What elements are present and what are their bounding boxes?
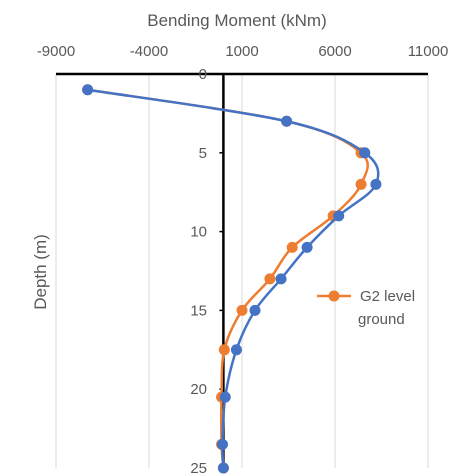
tick-labels: -9000 -4000 1000 6000 11000 0 5 10 15 20 25 (37, 43, 448, 474)
x-tick-label-3: 6000 (318, 43, 351, 60)
x-tick-label-1: -4000 (130, 43, 168, 60)
data-point-s1-8 (230, 344, 242, 356)
data-point-s1-1 (281, 115, 293, 127)
gridlines (55, 74, 429, 468)
data-point-s1-10 (216, 438, 228, 450)
data-point-s1-4 (333, 210, 345, 222)
data-point-s0-5 (286, 241, 298, 253)
data-point-s0-3 (355, 178, 367, 190)
series-group (82, 84, 382, 474)
legend-label-line-1: ground (358, 311, 405, 328)
y-tick-label-5: 25 (190, 460, 207, 474)
y-tick-label-2: 10 (190, 224, 207, 241)
legend-swatch-marker (328, 290, 340, 302)
x-tick-label-2: 1000 (225, 43, 258, 60)
y-tick-label-4: 20 (190, 381, 207, 398)
x-axis-title: Bending Moment (kNm) (147, 11, 327, 30)
data-point-s1-7 (249, 304, 261, 316)
y-tick-label-3: 15 (190, 302, 207, 319)
y-tick-label-1: 5 (199, 145, 207, 162)
y-axis-title: Depth (m) (31, 234, 50, 310)
legend-label-line-0: G2 level (360, 288, 415, 305)
data-point-s0-7 (236, 304, 248, 316)
data-point-s1-5 (301, 241, 313, 253)
data-point-s0-6 (264, 273, 276, 285)
y-tick-label-0: 0 (199, 66, 207, 83)
legend: G2 level ground (317, 288, 415, 328)
x-tick-label-4: 11000 (408, 43, 449, 60)
data-point-s1-2 (359, 147, 371, 159)
data-point-s1-3 (370, 178, 382, 190)
data-point-s1-6 (275, 273, 287, 285)
series-1 (82, 84, 382, 474)
data-point-s1-11 (217, 462, 229, 474)
x-tick-label-0: -9000 (37, 43, 75, 60)
data-point-s0-8 (218, 344, 230, 356)
data-point-s1-9 (219, 391, 231, 403)
data-point-s1-0 (82, 84, 94, 96)
